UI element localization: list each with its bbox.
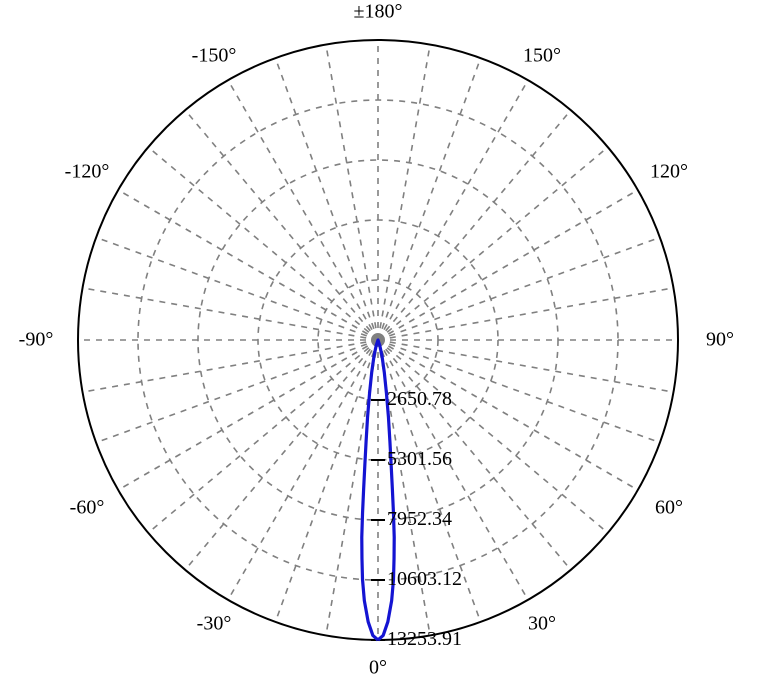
angle-label: -90° (19, 329, 54, 352)
angle-label: 30° (528, 613, 556, 636)
angle-label: 90° (706, 329, 734, 352)
grid-spoke (118, 190, 378, 340)
polar-chart-container: 2650.78 5301.56 7952.34 10603.12 13253.910° 3… (0, 0, 757, 698)
grid-spoke (378, 340, 608, 533)
grid-spoke (185, 340, 378, 570)
grid-spoke (148, 340, 378, 533)
grid-spoke (378, 147, 608, 340)
grid-spoke (275, 58, 378, 340)
grid-spoke (185, 110, 378, 340)
angle-label: -30° (197, 613, 232, 636)
angle-label: -150° (192, 44, 237, 67)
grid-spoke (96, 340, 378, 443)
angle-label: 150° (523, 44, 561, 67)
radial-label: 5301.56 (387, 448, 452, 471)
angle-label: -60° (70, 497, 105, 520)
angle-label: ±180° (354, 1, 403, 24)
grid-spoke (378, 110, 571, 340)
grid-spoke (378, 80, 528, 340)
radial-label: 13253.91 (387, 628, 462, 651)
radial-label: 2650.78 (387, 388, 452, 411)
angle-label: 120° (650, 161, 688, 184)
angle-label: 60° (655, 497, 683, 520)
grid-spoke (378, 190, 638, 340)
grid-spoke (118, 340, 378, 490)
angle-label: -120° (65, 161, 110, 184)
radial-label: 10603.12 (387, 568, 462, 591)
grid-spoke (228, 340, 378, 600)
grid-spoke (148, 147, 378, 340)
angle-label: 0° (369, 657, 387, 680)
radial-label: 7952.34 (387, 508, 452, 531)
polar-chart-svg (0, 0, 757, 698)
grid-spoke (228, 80, 378, 340)
